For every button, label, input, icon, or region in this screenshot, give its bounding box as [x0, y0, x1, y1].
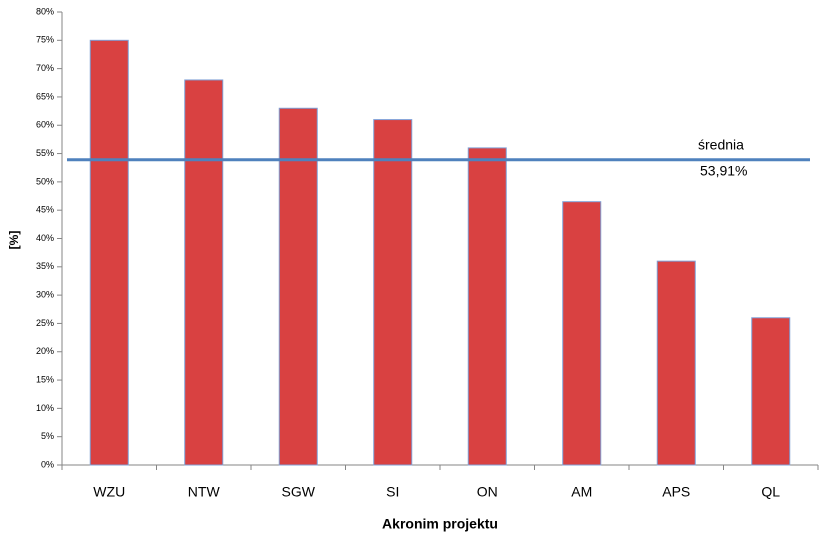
- average-label: 53,91%: [700, 162, 747, 178]
- bar: [656, 260, 696, 466]
- bar: [89, 39, 129, 466]
- x-tick-label: WZU: [93, 484, 125, 500]
- y-tick-label: 65%: [36, 91, 54, 101]
- y-tick-label: 80%: [36, 6, 54, 16]
- x-tick-label: SGW: [282, 484, 316, 500]
- y-tick-label: 55%: [36, 148, 54, 158]
- x-tick-label: APS: [662, 484, 690, 500]
- x-tick-label: QL: [761, 484, 780, 500]
- y-tick-label: 10%: [36, 403, 54, 413]
- y-tick-label: 15%: [36, 374, 54, 384]
- y-tick-label: 25%: [36, 318, 54, 328]
- average-name: średnia: [698, 136, 744, 152]
- x-axis-label: Akronim projektu: [382, 516, 498, 532]
- y-tick-label: 60%: [36, 120, 54, 130]
- x-tick-label: SI: [386, 484, 399, 500]
- y-tick-label: 5%: [41, 431, 54, 441]
- bar: [467, 147, 507, 466]
- bar: [184, 79, 224, 466]
- y-axis-label: [%]: [7, 231, 21, 250]
- bar: [278, 107, 318, 466]
- y-tick-label: 30%: [36, 290, 54, 300]
- x-tick-label: ON: [477, 484, 498, 500]
- bar: [562, 201, 602, 466]
- y-tick-label: 0%: [41, 459, 54, 469]
- bar: [373, 119, 413, 466]
- y-tick-label: 20%: [36, 346, 54, 356]
- bar: [751, 317, 791, 466]
- x-tick-label: NTW: [188, 484, 221, 500]
- x-tick-label: AM: [571, 484, 592, 500]
- y-tick-label: 70%: [36, 63, 54, 73]
- y-tick-label: 45%: [36, 205, 54, 215]
- y-tick-label: 75%: [36, 35, 54, 45]
- y-tick-label: 40%: [36, 233, 54, 243]
- y-tick-label: 35%: [36, 261, 54, 271]
- y-tick-label: 50%: [36, 176, 54, 186]
